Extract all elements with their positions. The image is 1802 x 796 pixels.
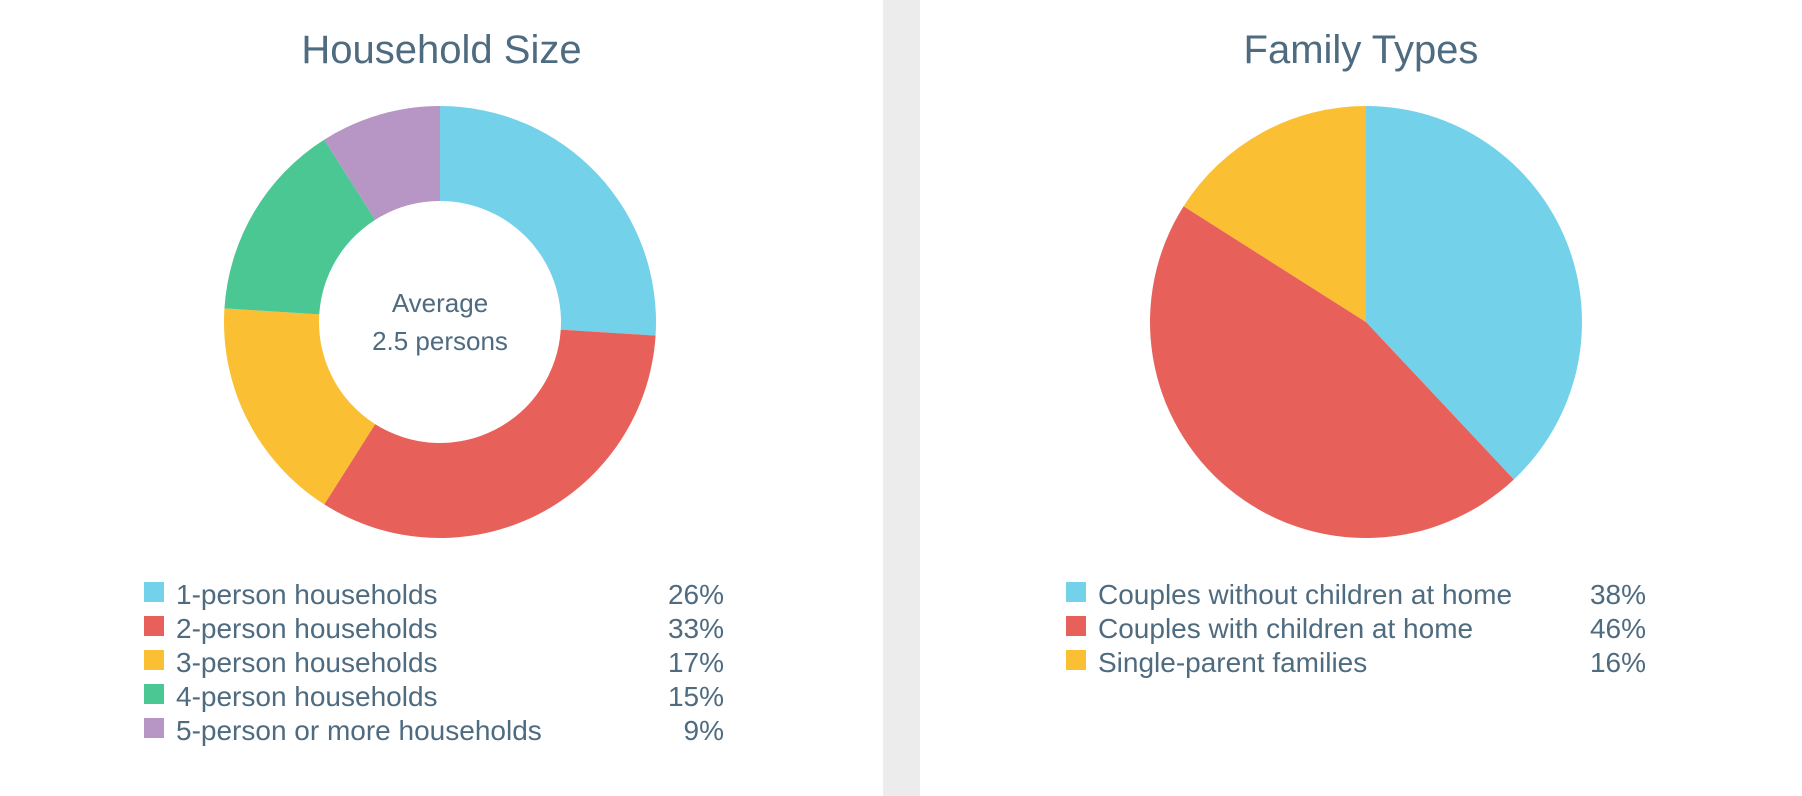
legend-value: 33% <box>667 613 724 644</box>
legend-swatch <box>1066 616 1086 636</box>
chart-title: Household Size <box>301 28 582 72</box>
legend-value: 9% <box>683 715 724 746</box>
legend-swatch <box>144 718 164 738</box>
legend-label: 4-person households <box>176 681 438 712</box>
chart-title: Family Types <box>1243 28 1479 72</box>
legend-value: 26% <box>667 579 724 610</box>
center-label-line1: Average <box>392 288 488 318</box>
center-label-line2: 2.5 persons <box>372 326 508 356</box>
pie-slice-3[interactable] <box>223 308 376 505</box>
family-types-legend: Couples without children at home 38% Cou… <box>1066 578 1646 680</box>
legend-label: 3-person households <box>176 647 438 678</box>
legend-value: 46% <box>1589 613 1646 644</box>
legend-swatch <box>144 650 164 670</box>
legend-item[interactable]: 2-person households 33% <box>144 612 724 646</box>
legend-label: 2-person households <box>176 613 438 644</box>
legend-item[interactable]: 4-person households 15% <box>144 680 724 714</box>
legend-swatch <box>1066 650 1086 670</box>
legend-value: 16% <box>1589 647 1646 678</box>
legend-label: 1-person households <box>176 579 438 610</box>
legend-label: Single-parent families <box>1098 647 1368 678</box>
household-size-legend: 1-person households 26% 2-person househo… <box>144 578 724 748</box>
legend-item[interactable]: 1-person households 26% <box>144 578 724 612</box>
panel-divider <box>883 0 920 796</box>
legend-item[interactable]: 3-person households 17% <box>144 646 724 680</box>
pie-slice-2[interactable] <box>1150 206 1514 538</box>
household-size-panel: Household Size Average 2.5 persons 1-per… <box>0 0 883 796</box>
legend-label: Couples without children at home <box>1098 579 1513 610</box>
pie-slice-3[interactable] <box>1183 106 1366 322</box>
legend-value: 15% <box>667 681 724 712</box>
legend-swatch <box>144 684 164 704</box>
legend-swatch <box>1066 582 1086 602</box>
legend-value: 38% <box>1589 579 1646 610</box>
legend-swatch <box>144 582 164 602</box>
family-types-panel: Family Types Couples without children at… <box>920 0 1802 796</box>
pie-slice-5[interactable] <box>324 106 440 220</box>
legend-value: 17% <box>667 647 724 678</box>
legend-label: 5-person or more households <box>176 715 542 746</box>
legend-item[interactable]: Couples without children at home 38% <box>1066 578 1646 612</box>
pie-slice-1[interactable] <box>1366 106 1582 480</box>
household-size-donut-chart: Average 2.5 persons <box>223 106 657 538</box>
family-types-pie-chart <box>1150 106 1582 538</box>
pie-slice-1[interactable] <box>440 106 657 336</box>
legend-item[interactable]: 5-person or more households 9% <box>144 714 724 748</box>
legend-swatch <box>144 616 164 636</box>
pie-slice-4[interactable] <box>224 139 376 315</box>
legend-label: Couples with children at home <box>1098 613 1474 644</box>
pie-slice-2[interactable] <box>324 329 656 538</box>
legend-item[interactable]: Single-parent families 16% <box>1066 646 1646 680</box>
legend-item[interactable]: Couples with children at home 46% <box>1066 612 1646 646</box>
